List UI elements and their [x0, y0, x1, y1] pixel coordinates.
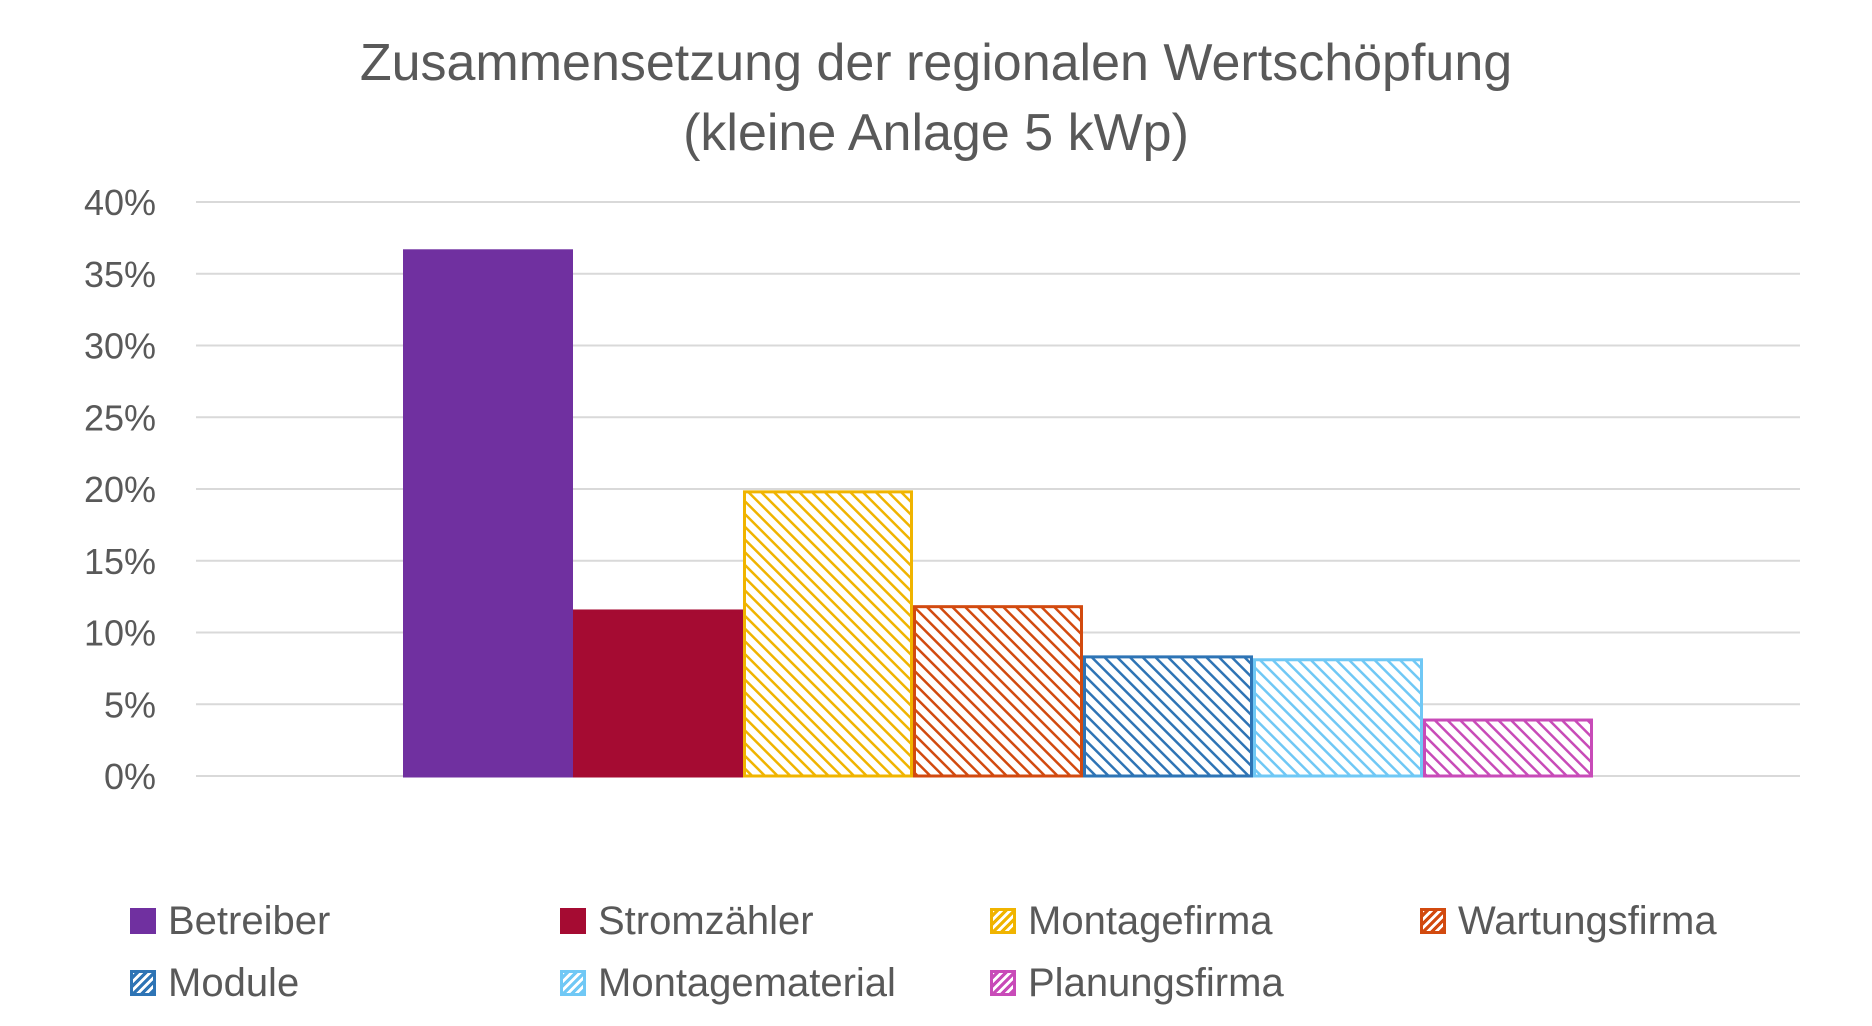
bars [403, 249, 1593, 778]
chart-title-line: Zusammensetzung der regionalen Wertschöp… [359, 34, 1513, 92]
legend-item: Montagefirma [990, 896, 1273, 946]
bar-montagematerial [1253, 658, 1423, 778]
bar-stromzähler [573, 609, 743, 778]
legend-swatch [560, 908, 586, 934]
y-tick-label: 10% [84, 613, 156, 654]
y-tick-label: 40% [84, 182, 156, 223]
y-tick-label: 15% [84, 541, 156, 582]
y-tick-label: 20% [84, 469, 156, 510]
legend-label: Montagefirma [1028, 898, 1273, 943]
bar-betreiber [403, 249, 573, 778]
legend-swatch [1420, 908, 1446, 934]
legend-item: Stromzähler [560, 896, 814, 946]
legend-swatch [560, 970, 586, 996]
chart-title: Zusammensetzung der regionalen Wertschöp… [0, 28, 1872, 168]
y-tick-label: 0% [104, 756, 156, 797]
legend-label: Stromzähler [598, 898, 814, 943]
legend-label: Planungsfirma [1028, 960, 1284, 1005]
legend-item: Planungsfirma [990, 958, 1284, 1008]
chart-subtitle: (kleine Anlage 5 kWp) [683, 104, 1189, 162]
legend-label: Wartungsfirma [1458, 898, 1717, 943]
y-axis-tick-labels: 0% 5% 10% 15% 20% 25% 30% 35% 40% [84, 182, 156, 797]
legend-swatch [130, 970, 156, 996]
bar-module [1083, 655, 1253, 778]
legend-item: Module [130, 958, 299, 1008]
legend-item: Wartungsfirma [1420, 896, 1717, 946]
legend-label: Module [168, 960, 300, 1005]
y-tick-label: 30% [84, 326, 156, 367]
legend-label: Betreiber [168, 898, 331, 943]
y-tick-label: 25% [84, 397, 156, 438]
legend-swatch [130, 908, 156, 934]
y-tick-label: 5% [104, 684, 156, 725]
bar-montagefirma [743, 490, 913, 778]
legend-swatch [990, 970, 1016, 996]
legend-item: Betreiber [130, 896, 330, 946]
legend-item: Montagematerial [560, 958, 896, 1008]
bar-wartungsfirma [913, 605, 1083, 778]
legend-swatch [990, 908, 1016, 934]
bar-planungsfirma [1423, 718, 1593, 778]
y-tick-label: 35% [84, 254, 156, 295]
legend-label: Montagematerial [598, 960, 896, 1005]
